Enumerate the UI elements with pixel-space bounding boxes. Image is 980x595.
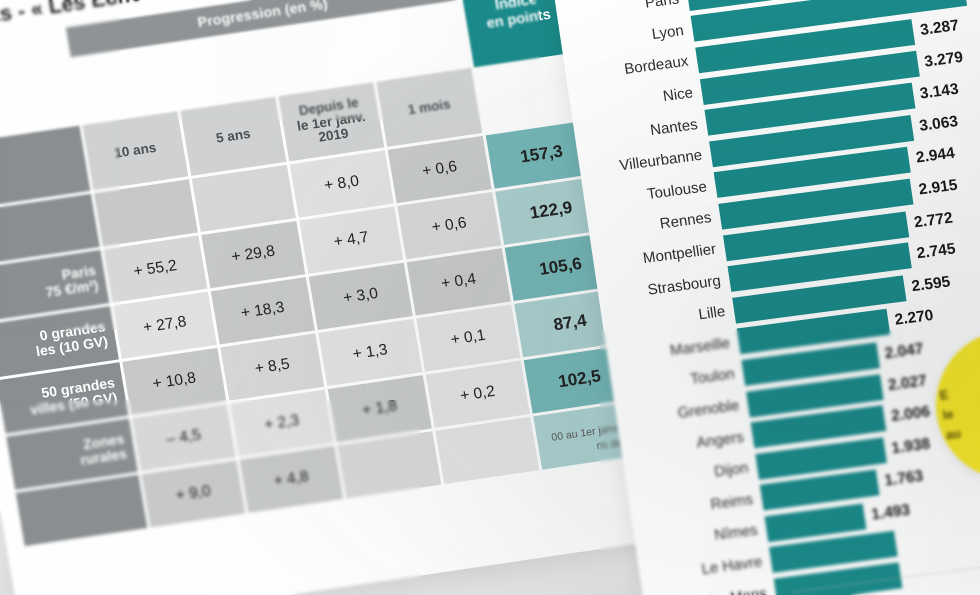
bar-value-label	[896, 543, 903, 544]
bar-value-label: 2.047	[883, 340, 925, 363]
bar-value-label: 3.143	[918, 80, 960, 103]
bar-value-label: 3.279	[923, 48, 965, 71]
bar-value-label: 2.270	[893, 307, 935, 330]
bar-value-label: 2.745	[915, 240, 957, 263]
bar-value-label: 2.944	[914, 145, 956, 167]
bar-value-label: 2.915	[917, 176, 959, 199]
column-header-depuis-janvier: Depuis le le 1er janv. 2019	[278, 82, 385, 162]
bar-value-label: 3.063	[918, 112, 960, 135]
price-index-table: Progression (en %) Indice en points 10 a…	[0, 0, 646, 547]
bar-value-label	[901, 574, 908, 575]
bar-value-label: 2.772	[912, 209, 954, 231]
column-header-10-ans: 10 ans	[82, 111, 189, 191]
column-header-5-ans: 5 ans	[180, 96, 287, 176]
bar-value-label: 2.006	[890, 403, 932, 426]
bar-value-label: 2.595	[910, 273, 952, 295]
group-header-spacer	[0, 28, 68, 76]
bar-value-label: 2.027	[886, 371, 928, 394]
bar-value-label: 1.763	[883, 467, 925, 490]
column-header-1-mois: 1 mois	[376, 67, 483, 147]
bar-value-label: 4.146	[964, 0, 980, 2]
bar-value-label: 1.493	[870, 501, 912, 524]
bar-value-label: 3.287	[919, 17, 960, 39]
bar-value-label: 1.938	[890, 435, 932, 457]
